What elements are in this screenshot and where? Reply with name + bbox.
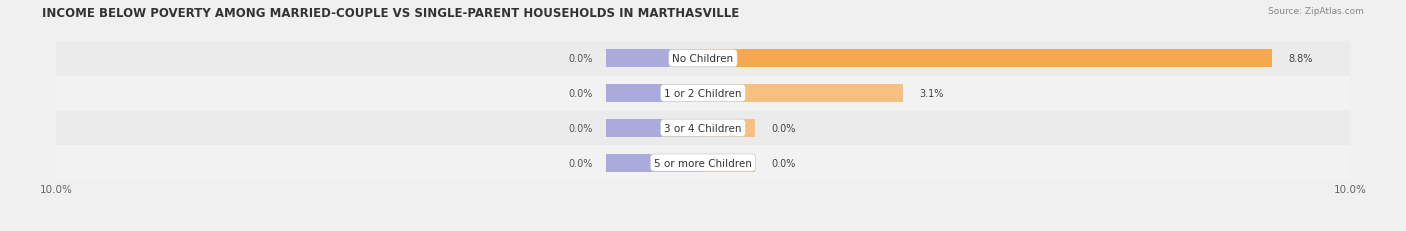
Text: 0.0%: 0.0% bbox=[568, 54, 593, 64]
Text: 1 or 2 Children: 1 or 2 Children bbox=[664, 88, 742, 99]
Text: 0.0%: 0.0% bbox=[770, 158, 796, 168]
Bar bbox=[56, 146, 1350, 180]
Text: Source: ZipAtlas.com: Source: ZipAtlas.com bbox=[1268, 7, 1364, 16]
Text: 0.0%: 0.0% bbox=[568, 158, 593, 168]
Bar bbox=[606, 154, 703, 172]
Text: 3.1%: 3.1% bbox=[920, 88, 943, 99]
Bar bbox=[56, 111, 1350, 146]
Text: No Children: No Children bbox=[672, 54, 734, 64]
Bar bbox=[606, 119, 703, 137]
Text: INCOME BELOW POVERTY AMONG MARRIED-COUPLE VS SINGLE-PARENT HOUSEHOLDS IN MARTHAS: INCOME BELOW POVERTY AMONG MARRIED-COUPL… bbox=[42, 7, 740, 20]
Text: 5 or more Children: 5 or more Children bbox=[654, 158, 752, 168]
Text: 0.0%: 0.0% bbox=[770, 123, 796, 133]
Bar bbox=[703, 119, 755, 137]
Bar bbox=[703, 50, 1272, 68]
Bar bbox=[703, 85, 904, 103]
Bar bbox=[56, 76, 1350, 111]
Bar bbox=[606, 50, 703, 68]
Bar bbox=[606, 85, 703, 103]
Text: 3 or 4 Children: 3 or 4 Children bbox=[664, 123, 742, 133]
Bar bbox=[703, 154, 755, 172]
Text: 8.8%: 8.8% bbox=[1288, 54, 1313, 64]
Text: 0.0%: 0.0% bbox=[568, 88, 593, 99]
Text: 0.0%: 0.0% bbox=[568, 123, 593, 133]
Bar bbox=[56, 42, 1350, 76]
